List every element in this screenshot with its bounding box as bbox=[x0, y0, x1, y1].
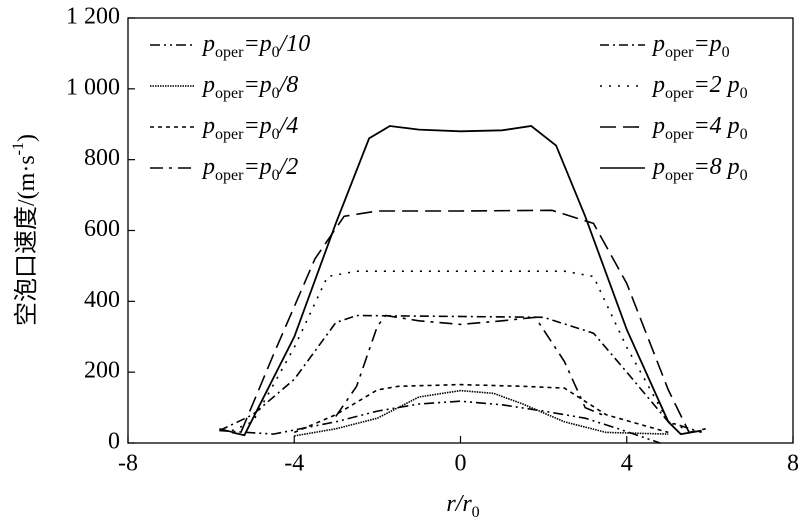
legend-label: poper=8 p0 bbox=[651, 154, 748, 185]
x-tick-label: 4 bbox=[621, 451, 633, 477]
y-tick-label: 600 bbox=[84, 216, 120, 242]
series-line bbox=[293, 383, 669, 434]
legend-label: poper=2 p0 bbox=[651, 72, 748, 103]
legend-label: poper=p0/10 bbox=[201, 31, 310, 62]
y-tick-label: 800 bbox=[84, 145, 120, 171]
y-tick-label: 1 000 bbox=[66, 74, 120, 100]
series-line bbox=[219, 400, 661, 444]
x-tick-label: 8 bbox=[787, 451, 799, 477]
x-tick-label: 0 bbox=[455, 451, 467, 477]
series-line bbox=[219, 314, 702, 434]
x-tick-label: -8 bbox=[118, 451, 138, 477]
y-axis-label: 空泡口速度/(m·s-1) bbox=[10, 134, 39, 326]
y-tick-label: 200 bbox=[84, 358, 120, 384]
legend-label: poper=p0/2 bbox=[201, 154, 298, 185]
x-axis-label: r/r0 bbox=[446, 491, 479, 522]
y-tick-label: 400 bbox=[84, 287, 120, 313]
y-tick-label: 0 bbox=[108, 429, 120, 455]
series-line bbox=[219, 209, 706, 436]
legend-label: poper=4 p0 bbox=[651, 113, 748, 144]
series-line bbox=[335, 314, 607, 418]
legend-label: poper=p0 bbox=[651, 31, 730, 62]
series-line bbox=[231, 270, 690, 432]
series-line bbox=[231, 125, 702, 437]
legend-label: poper=p0/4 bbox=[201, 113, 298, 144]
legend-label: poper=p0/8 bbox=[201, 72, 298, 103]
x-tick-label: -4 bbox=[284, 451, 304, 477]
y-tick-label: 1 200 bbox=[66, 4, 120, 30]
series-line bbox=[294, 389, 669, 437]
